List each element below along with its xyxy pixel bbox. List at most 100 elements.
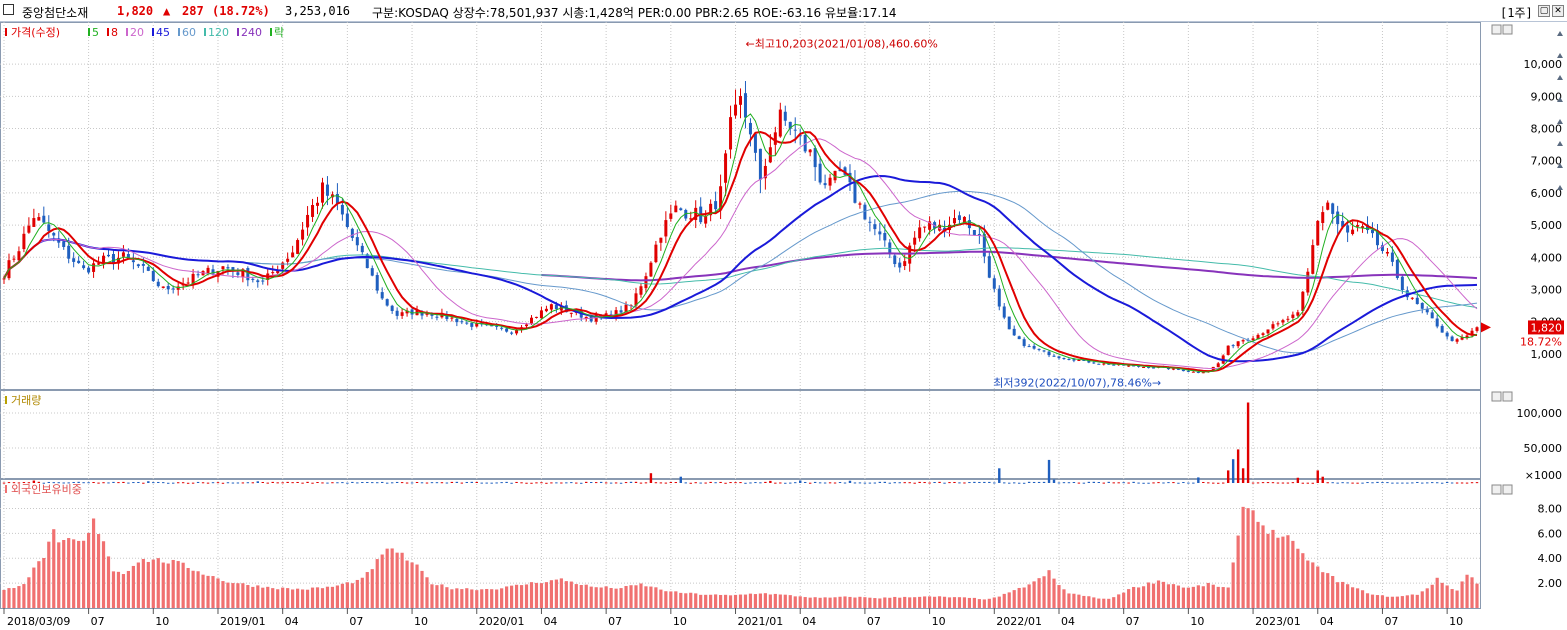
- foreign-ownership-bar: [1296, 548, 1300, 608]
- candle-body: [236, 272, 240, 275]
- foreign-ownership-bar: [1196, 585, 1200, 608]
- candle-body: [1201, 372, 1205, 374]
- foreign-ownership-bar: [718, 594, 723, 608]
- volume-bar: [679, 476, 682, 483]
- candle-body: [589, 316, 593, 322]
- foreign-ownership-bar: [848, 596, 852, 608]
- stock-chart[interactable]: 1,0002,0003,0004,0005,0006,0007,0008,000…: [0, 22, 1567, 630]
- price-tick-label: 4,000: [1531, 251, 1563, 264]
- foreign-ownership-bar: [1346, 584, 1350, 608]
- volume-bar: [599, 481, 603, 483]
- candle-body: [594, 315, 598, 322]
- select-checkbox[interactable]: [3, 4, 14, 15]
- volume-bar: [1281, 482, 1285, 484]
- volume-bar: [833, 482, 837, 484]
- volume-bar: [1157, 482, 1160, 484]
- period-selector[interactable]: [1주]: [1500, 6, 1533, 20]
- volume-bar: [1406, 482, 1409, 484]
- volume-bar: [1077, 482, 1081, 484]
- volume-bar: [415, 481, 419, 483]
- candle-body: [27, 225, 31, 233]
- foreign-ownership-bar: [276, 589, 280, 608]
- foreign-ownership-bar: [923, 596, 927, 608]
- volume-bar: [823, 482, 827, 484]
- candle-body: [1132, 365, 1136, 367]
- candle-body: [734, 104, 738, 116]
- foreign-ownership-bar: [296, 588, 300, 608]
- volume-bar: [157, 481, 160, 483]
- x-tick-label: 07: [867, 615, 881, 628]
- panel-close-icon[interactable]: [1502, 24, 1513, 35]
- x-tick-label: 04: [1320, 615, 1334, 628]
- volume-bar: [545, 482, 548, 484]
- foreign-ownership-bar: [883, 597, 887, 608]
- close-icon[interactable]: ✕: [1552, 5, 1564, 17]
- volume-bar: [709, 481, 712, 483]
- panel-close-icon[interactable]: [1502, 391, 1513, 402]
- foreign-ownership-bar: [977, 599, 981, 608]
- ma-120-line: [3, 238, 1478, 309]
- volume-bar: [943, 482, 946, 484]
- foreign-ownership-bar: [360, 577, 364, 608]
- volume-bar: [1097, 481, 1100, 483]
- foreign-ownership-bar: [286, 588, 290, 608]
- candle-body: [500, 327, 504, 329]
- volume-bar: [1047, 459, 1051, 483]
- volume-bar: [1207, 482, 1210, 484]
- candle-body: [1196, 371, 1200, 373]
- foreign-ownership-bar: [659, 589, 663, 608]
- foreign-ownership-bar: [1236, 535, 1240, 608]
- volume-bar: [271, 481, 274, 483]
- volume-bar: [1341, 482, 1344, 484]
- volume-bar: [176, 482, 180, 484]
- volume-bar: [231, 482, 235, 484]
- volume-bar: [803, 481, 807, 483]
- volume-bar: [1182, 482, 1185, 484]
- candle-body: [1127, 365, 1131, 367]
- foreign-ownership-bar: [1156, 580, 1161, 608]
- volume-bar: [1271, 482, 1275, 484]
- foreign-ownership-bar: [992, 597, 996, 608]
- volume-bar: [356, 482, 359, 484]
- foreign-ownership-bar: [1440, 582, 1444, 608]
- minimize-icon[interactable]: ▢: [1538, 5, 1550, 17]
- volume-bar: [1217, 482, 1220, 484]
- volume-bar: [1291, 482, 1295, 484]
- panel-minimize-icon[interactable]: [1491, 484, 1502, 495]
- volume-bar: [1122, 482, 1125, 484]
- ma-legend-label: 45: [156, 26, 170, 39]
- candle-body: [748, 122, 752, 135]
- volume-bar: [1107, 481, 1110, 483]
- foreign-ownership-bar: [1181, 587, 1185, 608]
- candle-body: [644, 276, 648, 289]
- price-tick-label: 10,000: [1524, 58, 1563, 71]
- foreign-ownership-bar: [1420, 591, 1424, 608]
- volume-bar: [485, 482, 488, 484]
- candle-body: [843, 167, 847, 175]
- price-legend-marker: [5, 28, 7, 36]
- volume-bar: [714, 482, 717, 484]
- volume-bar: [973, 481, 976, 483]
- foreign-ownership-bar: [1022, 587, 1026, 608]
- volume-bar: [211, 482, 215, 484]
- foreign-ownership-bar: [146, 561, 150, 608]
- volume-bar: [301, 482, 304, 484]
- candle-body: [1191, 371, 1195, 373]
- scroll-arrow-icon: [1557, 53, 1563, 58]
- candle-body: [1047, 351, 1051, 356]
- panel-minimize-icon[interactable]: [1491, 391, 1502, 402]
- candle-body: [1326, 202, 1330, 210]
- foreign-ownership-bar: [2, 589, 6, 608]
- candle-body: [111, 254, 115, 264]
- foreign-ownership-bar: [151, 559, 155, 608]
- volume-bar: [351, 481, 354, 483]
- volume-bar: [1411, 482, 1414, 484]
- volume-bar: [1162, 482, 1165, 484]
- candle-body: [962, 216, 966, 224]
- volume-tick-label: 50,000: [1524, 442, 1563, 455]
- panel-close-icon[interactable]: [1502, 484, 1513, 495]
- volume-bar: [171, 482, 175, 484]
- panel-minimize-icon[interactable]: [1491, 24, 1502, 35]
- volume-bar: [266, 482, 269, 484]
- foreign-ownership-bar: [723, 594, 728, 608]
